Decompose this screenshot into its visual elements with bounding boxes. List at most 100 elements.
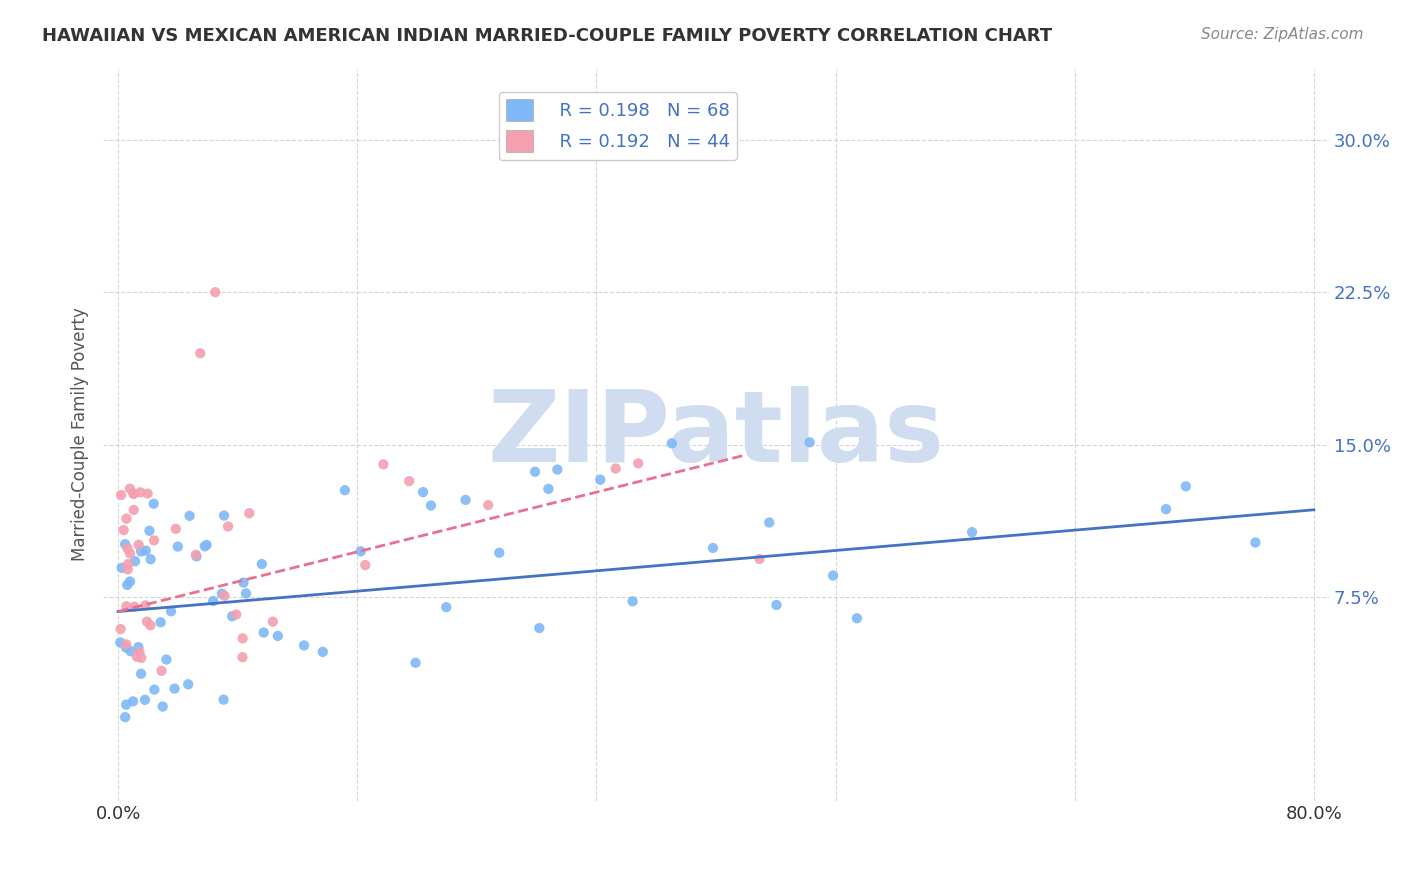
Point bbox=[225, 607, 247, 622]
Point bbox=[129, 544, 152, 558]
Point bbox=[115, 698, 138, 712]
Point bbox=[627, 456, 650, 470]
Point bbox=[398, 474, 420, 488]
Point bbox=[589, 473, 612, 487]
Point bbox=[115, 637, 138, 651]
Point bbox=[124, 554, 146, 568]
Point bbox=[235, 586, 257, 600]
Point bbox=[250, 557, 273, 571]
Point bbox=[122, 487, 145, 501]
Point bbox=[163, 681, 186, 696]
Point bbox=[128, 645, 150, 659]
Point bbox=[114, 710, 136, 724]
Point bbox=[134, 693, 156, 707]
Point bbox=[292, 639, 315, 653]
Point bbox=[354, 558, 377, 572]
Point bbox=[117, 562, 139, 576]
Point bbox=[748, 552, 770, 566]
Point bbox=[117, 557, 139, 571]
Point bbox=[333, 483, 356, 498]
Point bbox=[110, 488, 132, 502]
Point bbox=[605, 461, 627, 475]
Point bbox=[122, 486, 145, 500]
Point bbox=[135, 615, 157, 629]
Point bbox=[186, 549, 208, 564]
Point bbox=[129, 485, 152, 500]
Point bbox=[412, 485, 434, 500]
Point bbox=[115, 640, 138, 655]
Point bbox=[143, 682, 166, 697]
Point bbox=[166, 540, 188, 554]
Point bbox=[118, 546, 141, 560]
Point bbox=[160, 604, 183, 618]
Point bbox=[142, 497, 165, 511]
Point bbox=[152, 699, 174, 714]
Point bbox=[124, 599, 146, 614]
Point bbox=[546, 462, 568, 476]
Point bbox=[799, 435, 821, 450]
Point bbox=[454, 492, 477, 507]
Point bbox=[112, 523, 135, 537]
Point bbox=[488, 546, 510, 560]
Point bbox=[960, 525, 983, 540]
Point bbox=[823, 568, 845, 582]
Point bbox=[420, 499, 443, 513]
Point bbox=[155, 652, 177, 666]
Point bbox=[262, 615, 284, 629]
Point bbox=[188, 346, 211, 360]
Point bbox=[217, 519, 239, 533]
Point bbox=[125, 649, 148, 664]
Point bbox=[845, 611, 868, 625]
Point bbox=[621, 594, 644, 608]
Point bbox=[118, 482, 141, 496]
Point bbox=[232, 632, 254, 646]
Point bbox=[184, 548, 207, 562]
Point bbox=[136, 486, 159, 500]
Point bbox=[115, 578, 138, 592]
Legend:   R = 0.198   N = 68,   R = 0.192   N = 44: R = 0.198 N = 68, R = 0.192 N = 44 bbox=[499, 92, 737, 160]
Point bbox=[529, 621, 551, 635]
Point bbox=[165, 522, 187, 536]
Point bbox=[129, 651, 152, 665]
Point bbox=[211, 587, 233, 601]
Point bbox=[122, 503, 145, 517]
Point bbox=[110, 635, 132, 649]
Point bbox=[212, 508, 235, 523]
Point bbox=[195, 538, 218, 552]
Point bbox=[177, 677, 200, 691]
Point bbox=[139, 618, 162, 632]
Point bbox=[214, 589, 236, 603]
Point bbox=[138, 524, 160, 538]
Point bbox=[524, 465, 547, 479]
Point bbox=[1154, 502, 1177, 516]
Point bbox=[477, 498, 499, 512]
Point bbox=[765, 598, 787, 612]
Point bbox=[231, 650, 253, 665]
Point bbox=[135, 543, 157, 558]
Point bbox=[194, 539, 217, 553]
Text: HAWAIIAN VS MEXICAN AMERICAN INDIAN MARRIED-COUPLE FAMILY POVERTY CORRELATION CH: HAWAIIAN VS MEXICAN AMERICAN INDIAN MARR… bbox=[42, 27, 1052, 45]
Point bbox=[149, 615, 172, 630]
Point bbox=[114, 537, 136, 551]
Point bbox=[204, 285, 226, 300]
Point bbox=[179, 508, 201, 523]
Point bbox=[120, 644, 142, 658]
Point bbox=[129, 666, 152, 681]
Point bbox=[122, 694, 145, 708]
Point bbox=[221, 609, 243, 624]
Point bbox=[232, 575, 254, 590]
Point bbox=[537, 482, 560, 496]
Point bbox=[139, 552, 162, 566]
Text: ZIPatlas: ZIPatlas bbox=[488, 386, 945, 483]
Y-axis label: Married-Couple Family Poverty: Married-Couple Family Poverty bbox=[72, 308, 89, 561]
Point bbox=[267, 629, 290, 643]
Point bbox=[702, 541, 724, 555]
Point bbox=[212, 692, 235, 706]
Text: Source: ZipAtlas.com: Source: ZipAtlas.com bbox=[1201, 27, 1364, 42]
Point bbox=[661, 436, 683, 450]
Point bbox=[238, 506, 260, 520]
Point bbox=[312, 645, 335, 659]
Point bbox=[115, 599, 138, 614]
Point bbox=[118, 574, 141, 589]
Point bbox=[111, 561, 134, 575]
